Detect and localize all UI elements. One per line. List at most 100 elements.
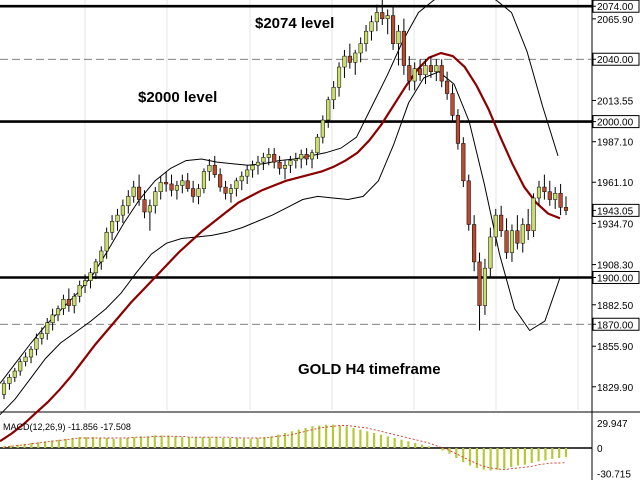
upper-band-line <box>0 0 559 384</box>
candle-down <box>191 188 196 197</box>
candle-up <box>61 299 66 309</box>
price-tick-label: 2074.00 <box>597 2 634 13</box>
candle-up <box>23 356 28 362</box>
candle-down <box>526 224 531 231</box>
candle-down <box>304 154 309 160</box>
candle-up <box>34 338 39 350</box>
candle-up <box>374 12 379 23</box>
candle-up <box>1 383 7 395</box>
candle-up <box>364 30 369 44</box>
candle-down <box>218 174 223 188</box>
candle-up <box>385 15 390 19</box>
candle-down <box>466 180 471 225</box>
candle-down <box>272 154 277 163</box>
candle-up <box>115 214 120 222</box>
candle-down <box>164 182 169 185</box>
candle-down <box>455 115 460 144</box>
candle-up <box>239 175 244 182</box>
candle-up <box>104 232 109 252</box>
candle-up <box>201 171 206 189</box>
candle-up <box>358 43 363 54</box>
price-tick-label: 1943.05 <box>597 206 634 217</box>
lower-band-line <box>0 71 561 416</box>
candle-down <box>542 186 547 192</box>
candle-down <box>407 65 412 82</box>
candle-up <box>147 205 152 213</box>
candle-up <box>331 87 336 101</box>
candle-up <box>261 157 266 163</box>
candle-up <box>153 191 158 207</box>
price-tick-label: 1829.90 <box>597 383 634 394</box>
candle-up <box>158 182 163 192</box>
candle-up <box>77 285 82 297</box>
candle-down <box>450 93 455 116</box>
candle-up <box>50 314 55 323</box>
candle-up <box>174 185 179 191</box>
candle-up <box>488 236 493 269</box>
candle-down <box>66 299 71 306</box>
candle-down <box>401 30 406 66</box>
candle-down <box>504 230 509 253</box>
candle-up <box>434 65 439 72</box>
annotation-timeframe: GOLD H4 timeframe <box>298 361 441 378</box>
candle-down <box>169 183 174 191</box>
candle-up <box>7 377 12 384</box>
candle-up <box>72 295 77 306</box>
price-tick-label: 1870.00 <box>597 320 634 331</box>
candle-down <box>391 15 396 44</box>
candle-up <box>250 164 255 171</box>
candle-up <box>196 188 201 197</box>
candle-down <box>477 261 482 306</box>
candle-down <box>439 65 444 82</box>
price-tick-label: 1855.90 <box>597 342 634 353</box>
candle-down <box>380 12 385 19</box>
candle-up <box>93 261 98 274</box>
candle-up <box>342 55 347 68</box>
candle-up <box>509 230 515 253</box>
price-tick-label: 1908.30 <box>597 261 634 272</box>
candle-down <box>418 68 423 76</box>
annotation-2074: $2074 level <box>255 15 334 32</box>
price-tick-label: 2040.00 <box>597 55 634 66</box>
annotation-2000: $2000 level <box>138 89 217 106</box>
candle-down <box>212 164 217 175</box>
candle-up <box>336 66 342 88</box>
candle-up <box>396 30 401 44</box>
candle-up <box>245 169 250 177</box>
candle-down <box>472 224 477 263</box>
candle-down <box>563 207 569 211</box>
candle-down <box>142 199 147 213</box>
candle-up <box>315 136 320 154</box>
candle-down <box>347 55 352 63</box>
candle-up <box>423 65 428 76</box>
candle-up <box>83 280 88 286</box>
candle-up <box>293 158 298 161</box>
candle-down <box>428 65 433 72</box>
candle-up <box>110 221 115 233</box>
macd-tick-label: 29.947 <box>597 419 628 430</box>
candle-up <box>353 52 358 63</box>
price-tick-label: 2013.55 <box>597 96 634 107</box>
moving-average-line <box>0 51 561 443</box>
candle-down <box>499 214 504 231</box>
price-tick-label: 1882.50 <box>597 301 634 312</box>
candle-up <box>180 180 185 186</box>
candle-down <box>515 230 520 244</box>
price-tick-label: 2000.00 <box>597 118 634 129</box>
macd-label: MACD(12,26,9) -11.856 -17.508 <box>3 422 131 432</box>
candle-up <box>55 308 61 316</box>
candle-up <box>520 224 525 244</box>
candle-down <box>137 186 142 200</box>
candle-up <box>299 154 304 160</box>
price-tick-label: 2065.90 <box>597 15 634 26</box>
candle-up <box>228 188 234 194</box>
candle-down <box>547 191 552 200</box>
candle-up <box>120 205 125 216</box>
candle-down <box>461 143 466 182</box>
candle-up <box>288 160 293 166</box>
candle-up <box>412 68 417 82</box>
macd-tick-label: 0 <box>597 444 603 455</box>
price-tick-label: 1987.10 <box>597 138 634 149</box>
candle-up <box>369 21 374 32</box>
